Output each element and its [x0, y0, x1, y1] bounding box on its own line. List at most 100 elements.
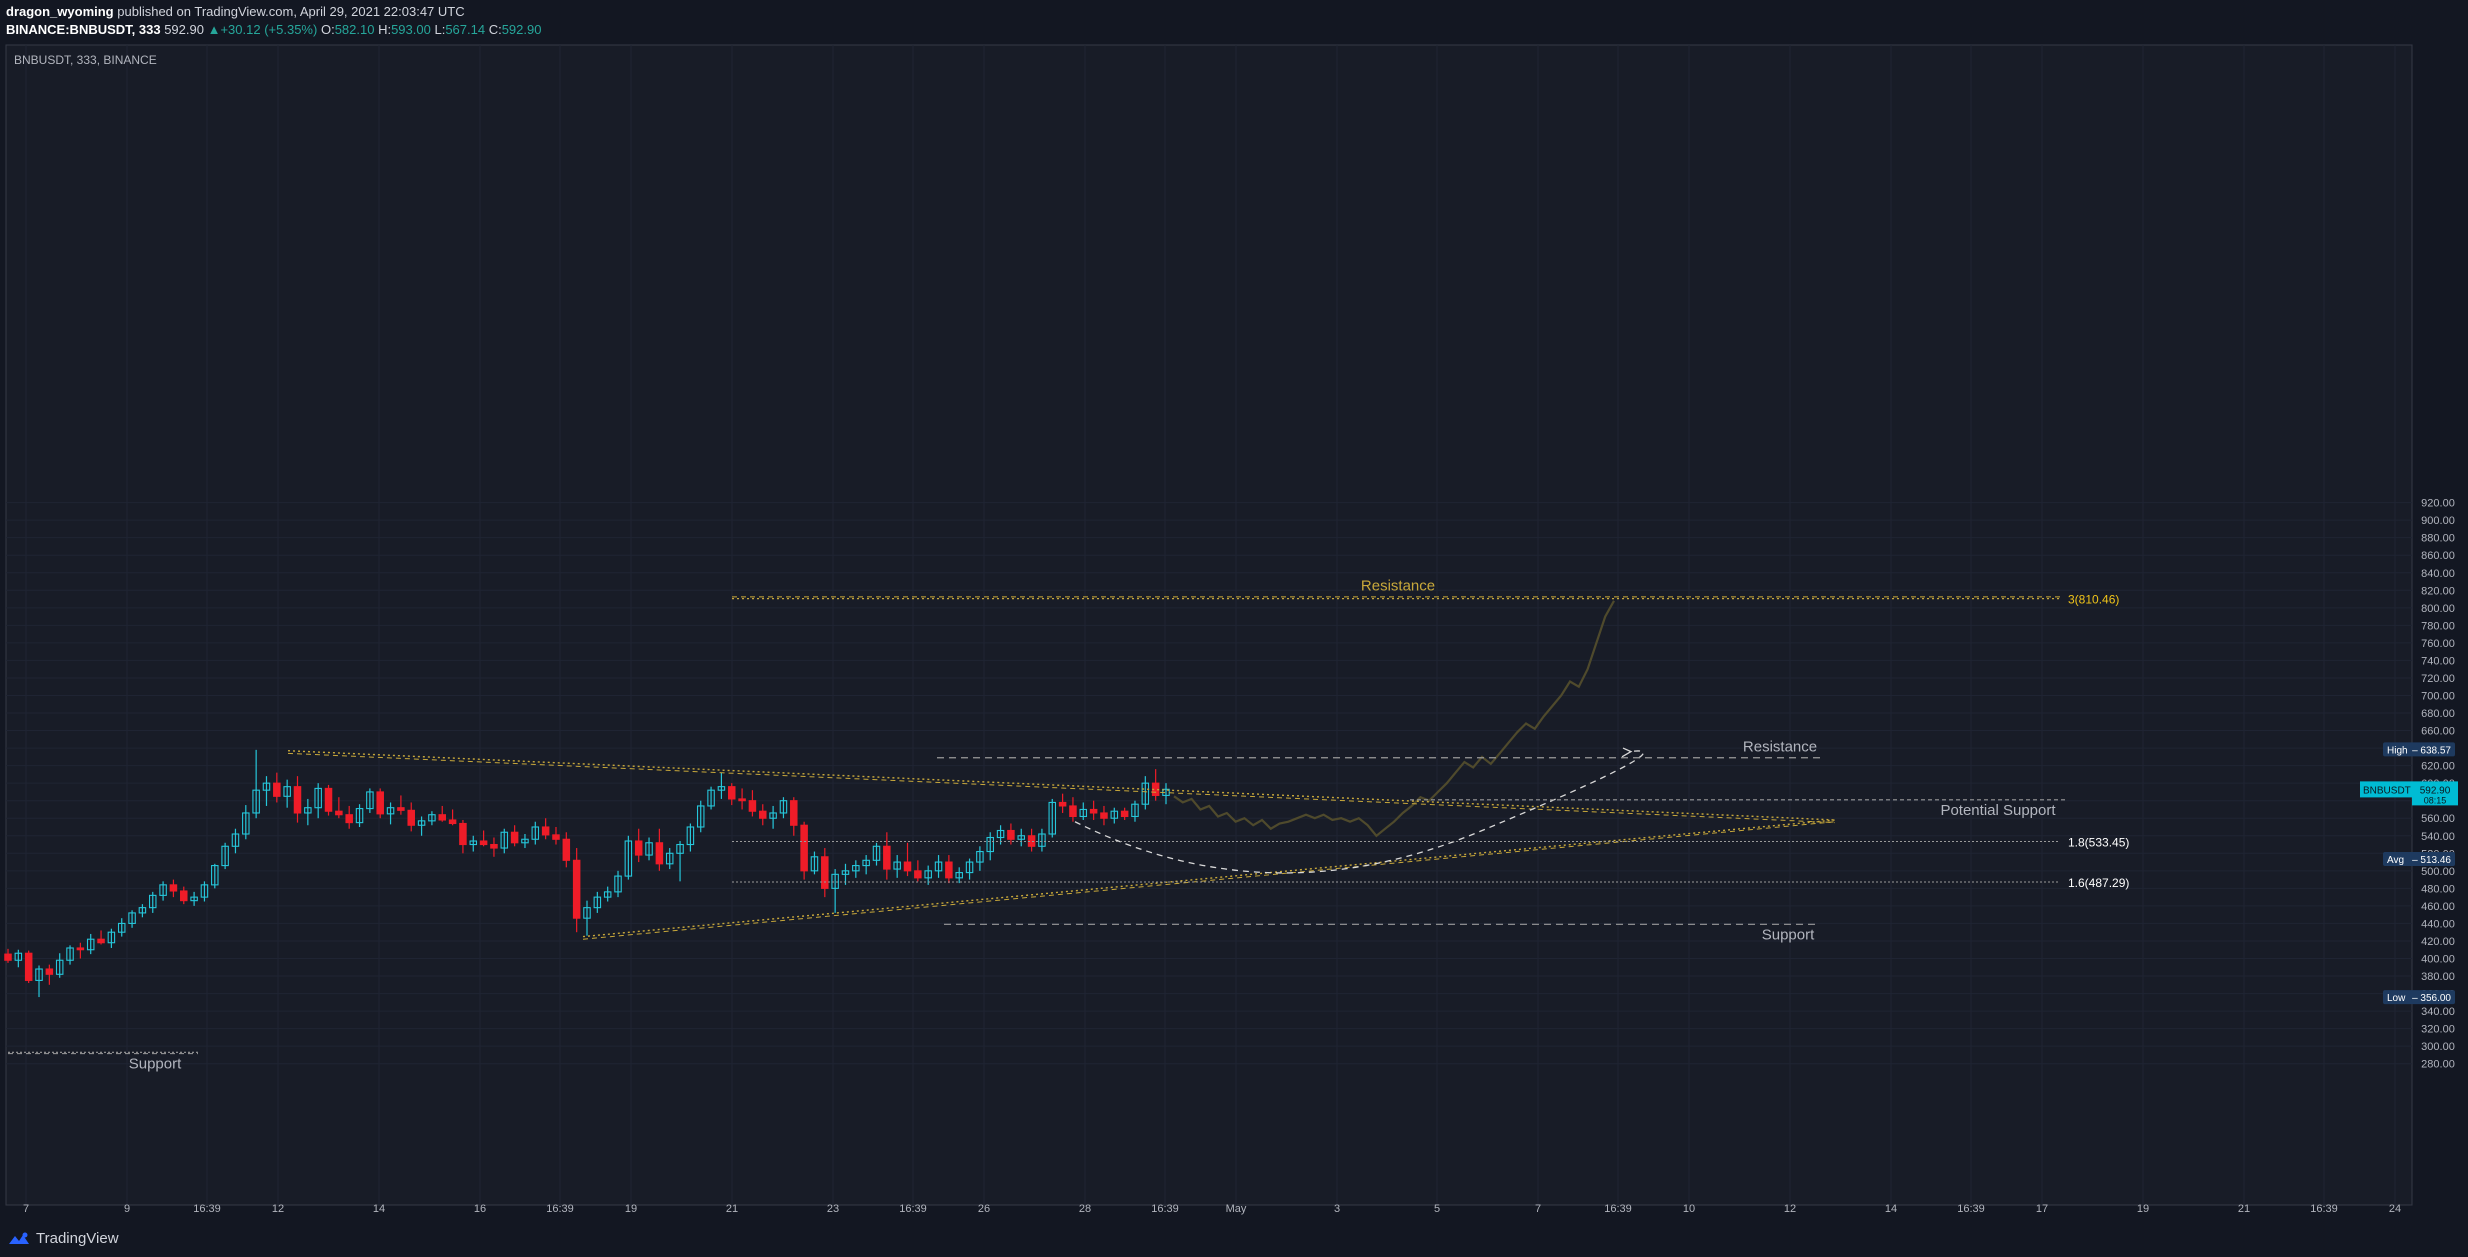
- candle-body[interactable]: [934, 861, 943, 872]
- candle-body[interactable]: [831, 873, 839, 889]
- candle-body[interactable]: [35, 968, 43, 981]
- cup-curve[interactable]: [1074, 750, 1644, 874]
- tradingview-brand[interactable]: TradingView: [8, 1230, 119, 1247]
- candle-body[interactable]: [1038, 833, 1046, 847]
- upper-trendline[interactable]: [287, 752, 1836, 824]
- candle-body[interactable]: [727, 786, 736, 800]
- candle-body[interactable]: [583, 907, 591, 919]
- candle-body[interactable]: [324, 787, 333, 812]
- lower-trendline[interactable]: [582, 821, 1836, 940]
- candle-body[interactable]: [438, 814, 447, 821]
- candle-body[interactable]: [55, 959, 64, 975]
- candle-body[interactable]: [448, 819, 457, 825]
- candle-body[interactable]: [66, 947, 74, 961]
- candle-body[interactable]: [903, 861, 912, 872]
- candle-body[interactable]: [986, 836, 994, 853]
- candle-body[interactable]: [707, 789, 715, 807]
- candle-body[interactable]: [479, 840, 488, 846]
- candle-body[interactable]: [531, 826, 540, 840]
- candle-body[interactable]: [862, 859, 870, 867]
- candle-body[interactable]: [4, 953, 12, 961]
- candle-body[interactable]: [634, 840, 643, 856]
- candle-body[interactable]: [696, 805, 705, 828]
- candle-body[interactable]: [593, 896, 602, 909]
- candle-body[interactable]: [366, 791, 374, 810]
- candle-body[interactable]: [128, 912, 136, 924]
- candle-body[interactable]: [676, 843, 684, 854]
- candle-body[interactable]: [500, 831, 509, 849]
- candle-body[interactable]: [562, 838, 571, 861]
- candle-body[interactable]: [790, 800, 798, 826]
- candle-body[interactable]: [976, 850, 984, 863]
- candle-body[interactable]: [376, 791, 384, 815]
- candle-body[interactable]: [883, 845, 891, 870]
- candle-body[interactable]: [572, 859, 581, 919]
- candle-body[interactable]: [138, 907, 147, 914]
- candle-body[interactable]: [407, 809, 415, 826]
- candle-body[interactable]: [1120, 810, 1129, 818]
- candle-body[interactable]: [490, 843, 498, 849]
- candle-body[interactable]: [1131, 803, 1139, 818]
- candle-body[interactable]: [872, 845, 881, 861]
- candle-body[interactable]: [686, 826, 695, 846]
- candle-body[interactable]: [252, 789, 260, 814]
- candle-body[interactable]: [397, 807, 405, 811]
- candle-body[interactable]: [355, 808, 364, 824]
- candle-body[interactable]: [86, 938, 95, 951]
- candle-body[interactable]: [345, 814, 353, 824]
- price-chart[interactable]: BNBUSDT, 333, BINANCE Resistance 3(810.46…: [0, 44, 2468, 1222]
- candle-body[interactable]: [779, 800, 788, 814]
- candle-body[interactable]: [810, 856, 819, 872]
- candle-body[interactable]: [428, 814, 436, 822]
- candle-body[interactable]: [1069, 805, 1077, 818]
- candle-body[interactable]: [1017, 835, 1026, 840]
- candle-body[interactable]: [45, 968, 54, 975]
- chart-area[interactable]: BNBUSDT, 333, BINANCE Resistance 3(810.46…: [0, 44, 2468, 1234]
- candle-body[interactable]: [738, 798, 746, 802]
- candle-body[interactable]: [852, 865, 860, 872]
- candle-body[interactable]: [541, 826, 550, 836]
- upper-trendline[interactable]: [287, 750, 1836, 821]
- candle-body[interactable]: [159, 884, 167, 896]
- candle-body[interactable]: [945, 861, 953, 879]
- candle-body[interactable]: [510, 831, 519, 844]
- candle-body[interactable]: [335, 810, 343, 816]
- candle-body[interactable]: [1058, 801, 1067, 807]
- candle-body[interactable]: [1089, 808, 1098, 814]
- candle-body[interactable]: [180, 890, 188, 902]
- candle-body[interactable]: [107, 931, 116, 944]
- candle-body[interactable]: [459, 822, 467, 846]
- candle-body[interactable]: [273, 782, 281, 797]
- candle-body[interactable]: [211, 865, 219, 886]
- candle-body[interactable]: [1110, 810, 1119, 819]
- candle-body[interactable]: [996, 829, 1005, 839]
- candle-body[interactable]: [242, 812, 250, 835]
- candle-body[interactable]: [924, 870, 932, 879]
- candle-body[interactable]: [169, 884, 178, 892]
- candle-body[interactable]: [748, 800, 757, 812]
- candle-body[interactable]: [717, 786, 726, 791]
- candle-body[interactable]: [965, 861, 974, 874]
- candle-body[interactable]: [552, 834, 560, 840]
- candle-body[interactable]: [231, 833, 240, 847]
- candle-body[interactable]: [645, 842, 653, 856]
- candle-body[interactable]: [614, 875, 622, 893]
- candle-body[interactable]: [200, 884, 209, 898]
- candle-body[interactable]: [893, 861, 901, 870]
- candle-body[interactable]: [283, 786, 291, 797]
- candle-body[interactable]: [417, 820, 426, 826]
- candle-body[interactable]: [759, 810, 767, 819]
- candle-body[interactable]: [24, 952, 33, 981]
- candle-body[interactable]: [293, 786, 302, 814]
- candle-body[interactable]: [521, 838, 529, 844]
- candle-body[interactable]: [386, 807, 395, 815]
- candle-body[interactable]: [190, 896, 198, 902]
- candle-body[interactable]: [624, 840, 633, 877]
- candle-body[interactable]: [76, 947, 85, 951]
- candle-body[interactable]: [1079, 808, 1088, 818]
- candle-body[interactable]: [655, 842, 664, 865]
- candle-body[interactable]: [97, 938, 105, 944]
- candle-body[interactable]: [1048, 801, 1057, 835]
- candle-body[interactable]: [117, 922, 126, 933]
- candle-body[interactable]: [955, 872, 963, 879]
